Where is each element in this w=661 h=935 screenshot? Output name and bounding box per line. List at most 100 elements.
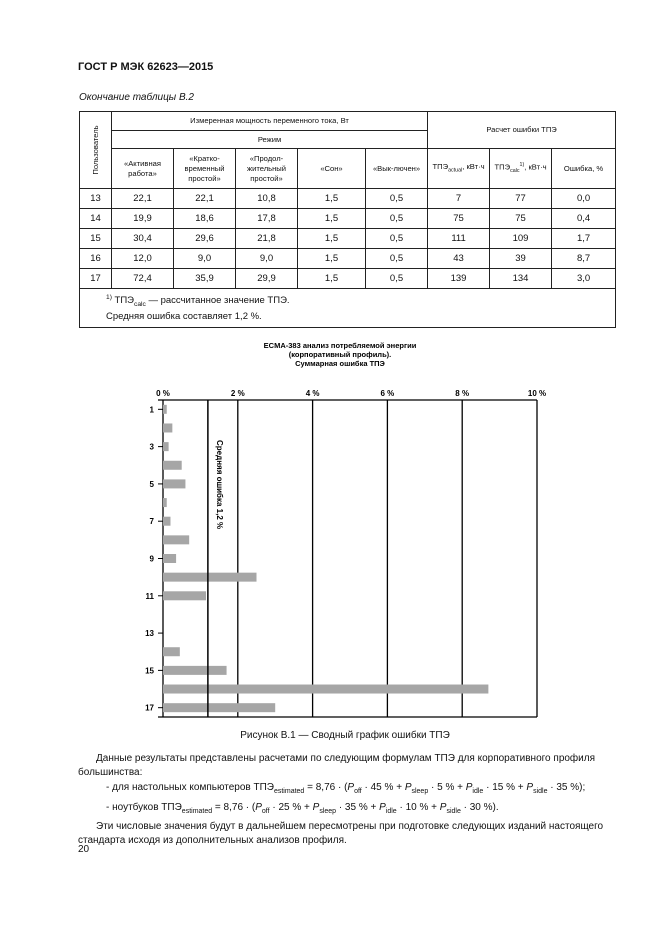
table-cell: 75 [489,208,553,229]
text-segment: P [312,801,320,813]
table-cell: 0,0 [551,188,617,209]
table-cell: 16 [79,248,112,269]
chart-title: ECMA-383 анализ потребляемой энергии [264,341,417,350]
doc-header: ГОСТ Р МЭК 62623—2015 [78,61,214,73]
table-cell: 139 [427,268,491,289]
text-segment: idle [472,788,484,795]
y-tick-label: 11 [146,592,155,601]
footnote: Средняя ошибка составляет 1,2 %. [106,311,615,323]
table-cell: 22,1 [173,188,236,209]
table-cell: 72,4 [111,268,174,289]
table-cell: 8,7 [551,248,617,269]
figure-caption: Рисунок В.1 — Сводный график ошибки ТПЭ [240,730,450,741]
table-row: 17 72,4 35,9 29,9 1,5 0,5 139 134 3,0 [79,268,617,289]
chart-title: Суммарная ошибка ТПЭ [295,359,385,368]
text-segment: = 8,76 · ( [304,782,348,793]
text-segment: ТПЭ [111,295,135,307]
table-row: 13 22,1 22,1 10,8 1,5 0,5 7 77 0,0 [79,188,617,209]
table-cell: 1,7 [551,228,617,249]
paragraph: - для настольных компьютеров ТПЭestimate… [78,781,615,799]
table-cell: 109 [489,228,553,249]
text-segment: sleep [319,807,337,815]
y-tick-label: 3 [150,443,155,452]
y-tick-label: 15 [145,666,154,675]
table-cell: 3,0 [551,268,617,289]
text-segment: ТПЭ [494,163,511,172]
table-cell: 7 [427,188,491,209]
text-segment: off [261,807,270,815]
text-segment: ТПЭ [432,161,449,171]
text-segment: sleep [411,788,429,795]
column-header: «Вык-лючен» [364,148,429,189]
y-tick-label: 1 [150,405,155,414]
bar [163,516,171,526]
body-text: Данные результаты представлены расчетами… [78,752,615,847]
text-segment: actual [448,167,463,174]
bar [163,404,167,414]
table-row: 14 19,9 18,6 17,8 1,5 0,5 75 75 0,4 [79,208,617,229]
table-cell: 29,9 [235,268,298,289]
table-cell: 14 [79,208,112,229]
bar [163,442,169,452]
text-segment: «Продол-жительный простой» [247,153,286,183]
column-header: «Продол-жительный простой» [235,148,298,189]
x-tick-label: 4 % [306,389,320,398]
paragraph: Эти числовые значения будут в дальнейшем… [78,820,615,847]
table-cell: 12,0 [111,248,174,269]
table-cell: 1,5 [297,188,366,209]
text-segment: , кВт·ч [462,161,485,171]
y-tick-label: 17 [145,704,154,713]
text-segment: off [354,788,362,795]
bar [163,535,190,545]
table-row: 16 12,0 9,0 9,0 1,5 0,5 43 39 8,7 [79,248,617,269]
text-segment: P [526,782,534,793]
calc-header: Расчет ошибки ТПЭ [427,111,617,149]
text-segment: P [379,801,386,813]
table-cell: 18,6 [173,208,236,229]
text-segment: «Активная работа» [124,158,161,178]
y-tick-label: 13 [145,629,154,638]
table-cell: 0,4 [551,208,617,229]
text-segment: · 30 %). [460,801,499,813]
table-cell: 13 [79,188,112,209]
text-segment: · 45 % + [361,782,405,793]
table-cell: 0,5 [364,248,429,269]
paragraph: - ноутбуков ТПЭestimated = 8,76 · (Poff … [78,801,615,819]
text-segment: sidle [533,788,548,795]
user-header: Пользователь [79,111,112,189]
text-segment: P [347,782,355,793]
text-segment: 1) [106,294,112,301]
text-segment: P [255,801,262,813]
bar [163,665,227,675]
text-segment: estimated [181,807,213,815]
bar [163,479,186,489]
table-cell: 17 [79,268,112,289]
bar [163,684,489,694]
text-segment: sidle [446,807,461,815]
text-segment: — рассчитанное значение ТПЭ. [145,295,290,307]
text-segment: «Сон» [320,163,343,173]
bar [163,591,207,601]
table-cell: 19,9 [111,208,174,229]
chart-title: (корпоративный профиль). [289,350,392,359]
table-cell: 1,5 [297,248,366,269]
y-tick-label: 7 [150,517,155,526]
power-header: Измеренная мощность переменного тока, Вт [110,111,429,131]
text-segment: Ошибка, % [563,163,604,173]
table-cell: 29,6 [173,228,236,249]
footnote-row: 1) ТПЭcalc — рассчитанное значение ТПЭ. С… [78,287,617,329]
column-header: «Активная работа» [111,148,174,189]
table-cell: 1,5 [297,208,366,229]
table-cell: 0,5 [364,188,429,209]
table-cell: 10,8 [235,188,298,209]
text-segment: - ноутбуков ТПЭ [106,801,182,813]
bar [163,554,177,563]
text-segment: calc [134,301,146,309]
page-number: 20 [78,844,90,855]
text-segment: - для настольных компьютеров ТПЭ [106,782,274,793]
text-segment: · 15 % + [483,782,527,793]
user-header-text: Пользователь [90,125,100,175]
table-cell: 0,5 [364,268,429,289]
bar [163,423,173,433]
